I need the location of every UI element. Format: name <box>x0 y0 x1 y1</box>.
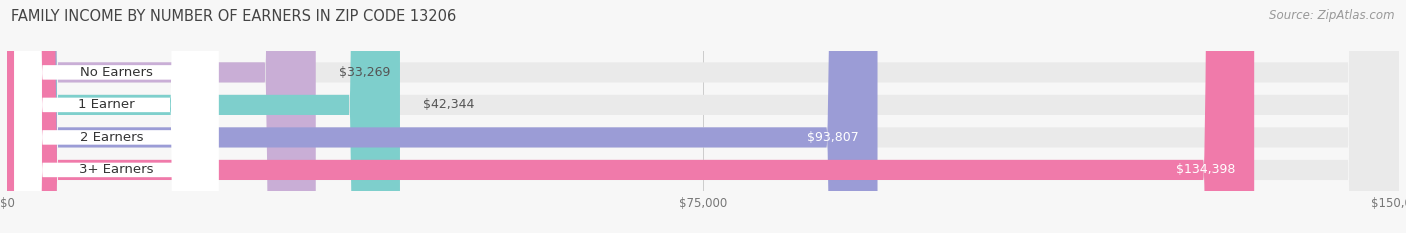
FancyBboxPatch shape <box>7 0 1399 233</box>
Text: $134,398: $134,398 <box>1177 163 1236 176</box>
FancyBboxPatch shape <box>7 0 316 233</box>
Text: 2 Earners: 2 Earners <box>80 131 143 144</box>
FancyBboxPatch shape <box>7 0 1254 233</box>
Text: 3+ Earners: 3+ Earners <box>79 163 153 176</box>
Text: $33,269: $33,269 <box>339 66 391 79</box>
FancyBboxPatch shape <box>7 0 1399 233</box>
FancyBboxPatch shape <box>7 0 399 233</box>
FancyBboxPatch shape <box>7 0 877 233</box>
FancyBboxPatch shape <box>7 0 1399 233</box>
FancyBboxPatch shape <box>14 0 218 233</box>
FancyBboxPatch shape <box>14 0 218 233</box>
Text: $93,807: $93,807 <box>807 131 859 144</box>
FancyBboxPatch shape <box>14 0 208 233</box>
FancyBboxPatch shape <box>7 0 1399 233</box>
Text: $42,344: $42,344 <box>423 98 475 111</box>
Text: FAMILY INCOME BY NUMBER OF EARNERS IN ZIP CODE 13206: FAMILY INCOME BY NUMBER OF EARNERS IN ZI… <box>11 9 457 24</box>
FancyBboxPatch shape <box>14 0 198 233</box>
Text: Source: ZipAtlas.com: Source: ZipAtlas.com <box>1270 9 1395 22</box>
Text: 1 Earner: 1 Earner <box>77 98 135 111</box>
Text: No Earners: No Earners <box>80 66 153 79</box>
